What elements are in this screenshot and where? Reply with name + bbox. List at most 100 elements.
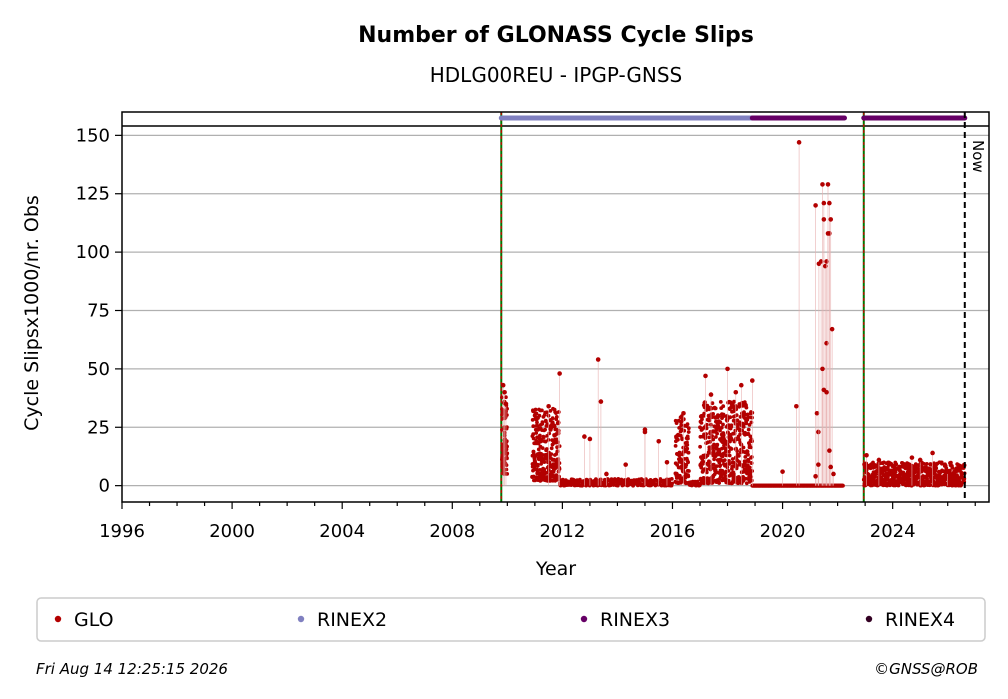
glo-dense-point [686,460,690,465]
glo-dense-point [544,447,549,451]
glo-dense-point [748,434,753,439]
glo-dense-point [505,413,509,417]
glo-point [500,382,506,388]
glo-point [725,366,730,372]
glo-dense-point [746,452,750,457]
glo-dense-point [718,463,723,468]
glo-dense-point [728,415,733,420]
chart-title: Number of GLONASS Cycle Slips [358,23,754,48]
glo-dense-point [669,477,674,481]
legend-marker [865,615,873,623]
glo-dense-point [741,445,746,450]
glo-dense-point [505,451,510,456]
glo-point [824,389,829,395]
glo-point [828,217,834,222]
footer-timestamp: Fri Aug 14 12:25:15 2026 [36,660,228,678]
glo-dense-point [698,444,702,449]
glo-dense-point [745,471,749,476]
grid-lines [122,125,989,487]
glo-point [816,429,821,435]
glo-dense-point [704,470,709,475]
glo-point [503,401,509,407]
glo-dense-point [749,420,754,425]
glo-dense-point [705,453,710,458]
glo-dense-point [737,454,741,458]
glo-dense-point [715,464,719,468]
x-tick-label: 2024 [870,521,916,542]
glo-dense-point [504,467,509,472]
glo-dense-point [543,427,547,432]
glo-dense-point [734,407,739,412]
glo-dense-point [545,410,549,415]
glo-point [642,429,648,435]
glo-dense-point [549,452,554,456]
glo-dense-point [533,460,538,465]
glo-dense-point [549,446,554,451]
glo-dense-point [710,401,715,406]
glo-dense-point [925,462,929,466]
glo-dense-point [732,472,736,477]
glo-dense-point [721,404,726,409]
y-tick-label: 50 [87,359,110,380]
glo-point [502,389,507,395]
glo-point [813,474,818,479]
glo-point [814,410,820,416]
glo-dense-point [552,424,557,429]
glo-point [821,217,827,222]
glo-dense-point [699,421,704,425]
glo-dense-point [701,459,706,464]
glo-dense-point [710,480,715,485]
glo-point [681,410,686,416]
glo-dense-point [685,443,690,447]
glo-dense-point [703,400,707,404]
glo-point [749,378,755,383]
glo-dense-point [670,481,674,486]
glo-dense-point [720,468,725,473]
glo-dense-point [556,428,561,433]
glo-dense-point [545,434,549,438]
glo-point [796,140,802,145]
glo-dense-point [717,481,721,485]
glo-dense-point [746,427,751,432]
glo-dense-point [707,418,712,423]
glo-dense-point [714,435,718,439]
glo-dense-point [679,423,684,428]
legend-marker [580,615,588,623]
glo-dense-point [677,450,682,455]
y-tick-label: 0 [99,476,110,497]
x-tick-label: 2016 [650,521,696,542]
glo-dense-point [673,444,678,448]
glo-dense-point [619,477,624,482]
glo-point [825,182,831,187]
glo-dense-point [743,476,748,481]
glo-dense-point [733,428,738,433]
glo-dense-point [718,400,723,404]
y-tick-label: 25 [87,417,110,438]
glo-point [945,469,951,474]
glo-point [827,200,832,206]
glo-dense-point [727,462,732,466]
glo-dense-point [730,457,735,461]
glo-dense-point [533,407,538,412]
legend: GLO RINEX2 RINEX3 RINEX4 [54,609,955,631]
glo-point [733,389,739,395]
glo-dense-point [718,428,722,433]
glo-dense-point [685,446,690,451]
glo-dense-point [716,413,721,418]
glo-point [582,434,587,439]
x-tick-label: 1996 [99,521,145,542]
glo-dense-point [687,469,691,473]
glo-dense-point [743,455,748,459]
glo-dense-point [712,457,716,462]
glo-dense-point [537,413,542,418]
glo-dense-point [686,426,691,431]
glo-dense-point [927,483,932,488]
glo-dense-point [556,410,561,414]
glo-point [820,366,825,372]
x-tick-label: 2012 [539,521,585,542]
glo-dense-point [749,455,754,459]
glo-point [623,462,628,467]
glo-dense-point [700,417,704,422]
glo-point [930,450,935,456]
